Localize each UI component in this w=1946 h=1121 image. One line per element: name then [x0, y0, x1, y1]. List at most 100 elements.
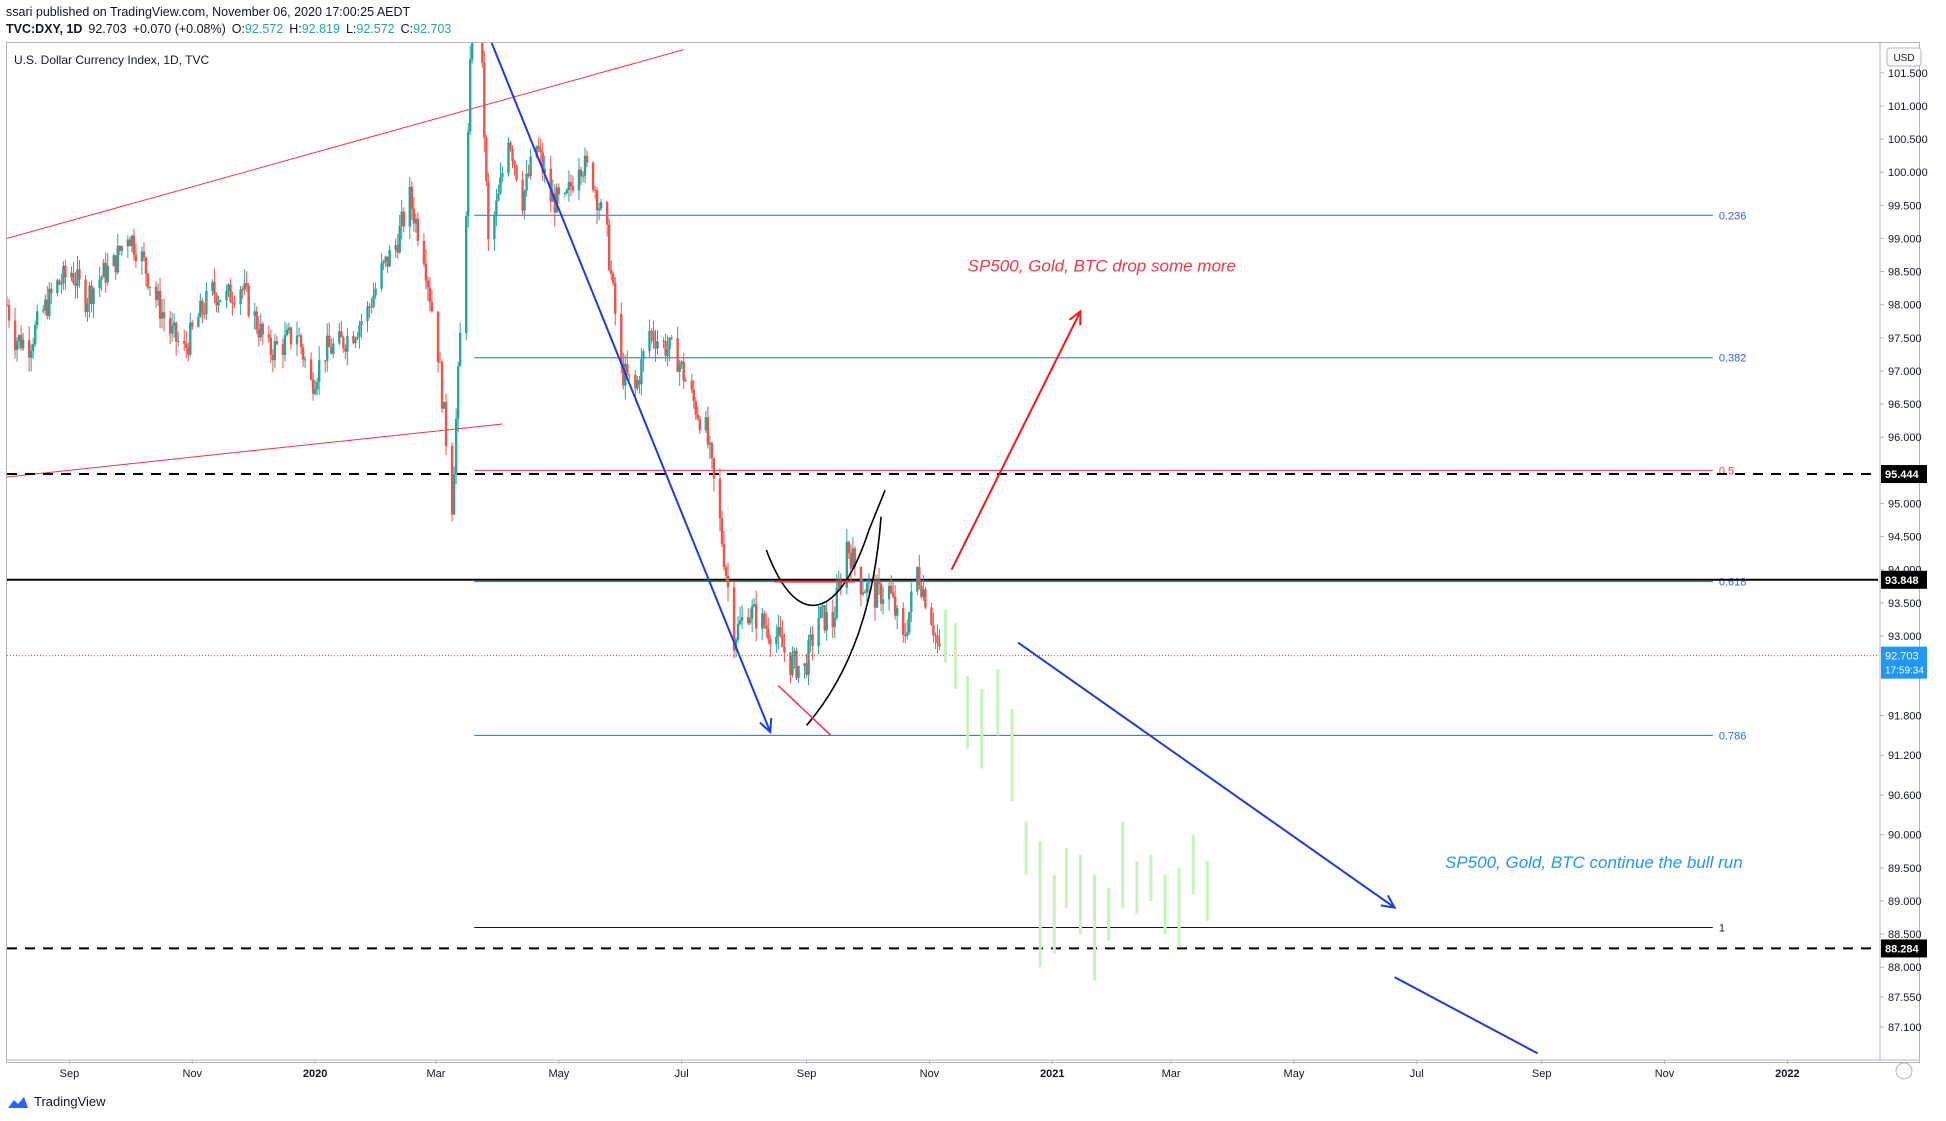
cup-bottom-line: [777, 685, 832, 736]
x-tick-label: Jul: [675, 1068, 689, 1080]
candle-body: [98, 279, 101, 289]
candle-body: [442, 401, 446, 409]
candle-body: [126, 239, 130, 247]
y-tick-label: 96.000: [1888, 432, 1922, 444]
candle-body: [241, 289, 244, 291]
candle-body: [19, 335, 23, 349]
x-tick-label: 2020: [303, 1068, 327, 1080]
candle-body: [467, 131, 470, 217]
candle-body: [114, 255, 117, 273]
candle-body: [313, 389, 317, 395]
candle-body: [332, 343, 335, 354]
candle-body: [183, 340, 186, 344]
candle-body: [597, 208, 601, 211]
candle-body: [354, 338, 357, 344]
candle-body: [638, 380, 641, 385]
candle-body: [106, 265, 109, 283]
down-arrow-main: [490, 43, 772, 733]
y-tick-label: 88.500: [1888, 929, 1922, 941]
candle-body: [640, 359, 643, 385]
candle-body: [118, 245, 121, 251]
chart-pane[interactable]: [6, 42, 1920, 1063]
candle-body: [243, 283, 246, 290]
y-tick-label: 97.500: [1888, 333, 1922, 345]
candle-body: [607, 224, 611, 270]
candle-body: [410, 186, 414, 209]
candle-body: [100, 277, 103, 280]
candle-body: [56, 280, 59, 294]
candle-body: [197, 317, 200, 327]
candle-body: [501, 173, 504, 178]
candle-body: [636, 380, 639, 389]
candle-body: [748, 618, 752, 624]
candle-body: [769, 638, 772, 645]
candle-body: [229, 284, 232, 303]
candle-body: [811, 634, 814, 647]
candle-body: [763, 613, 766, 626]
candle-body: [738, 620, 742, 624]
y-tick-label: 98.000: [1888, 300, 1922, 312]
candle-body: [823, 605, 826, 631]
candle-body: [775, 636, 778, 645]
candle-body: [303, 359, 307, 361]
candle-body: [454, 418, 458, 474]
candle-body: [162, 312, 166, 319]
candle-body: [311, 379, 315, 395]
candle-body: [565, 189, 569, 194]
candle-body: [62, 265, 65, 284]
candle-body: [529, 156, 532, 176]
candle-body: [591, 162, 595, 190]
candle-body: [527, 173, 530, 176]
candle-body: [507, 142, 510, 174]
candle-body: [46, 299, 49, 317]
candle-body: [932, 625, 935, 636]
low-value: 92.572: [356, 22, 395, 36]
candle-body: [845, 541, 849, 588]
footer-brand[interactable]: TradingView: [34, 1094, 106, 1109]
level-price-tag-label: 88.284: [1885, 943, 1920, 955]
up-arrow-red: [950, 310, 1082, 571]
candle-body: [275, 341, 279, 345]
candle-body: [70, 273, 73, 278]
candle-body: [523, 190, 526, 211]
candle-body: [889, 585, 893, 593]
candle-body: [867, 581, 871, 584]
candle-body: [416, 218, 420, 241]
candle-body: [803, 663, 806, 666]
candle-body: [541, 152, 544, 173]
candle-body: [835, 587, 838, 619]
up-arrow-red-head: [1068, 309, 1082, 326]
candle-body: [74, 283, 77, 286]
candle-body: [551, 193, 554, 202]
candle-body: [289, 327, 293, 345]
candle-body: [873, 581, 877, 608]
candle-body: [781, 634, 784, 648]
y-tick-label: 99.500: [1888, 200, 1922, 212]
candle-body: [662, 340, 665, 342]
high-label: H:: [289, 22, 302, 36]
symbol-label[interactable]: TVC:DXY, 1D: [6, 22, 83, 36]
candle-body: [920, 585, 923, 597]
candle-body: [360, 321, 363, 326]
candle-body: [515, 165, 518, 180]
candle-body: [761, 613, 764, 629]
y-tick-label: 93.000: [1888, 631, 1922, 643]
candle-body: [426, 280, 430, 288]
candle-body: [563, 193, 567, 195]
candle-body: [203, 313, 206, 315]
candle-body: [382, 261, 385, 264]
candle-body: [891, 592, 895, 597]
candle-body: [340, 331, 343, 338]
candle-body: [168, 318, 172, 334]
candle-body: [7, 304, 9, 306]
candle-body: [628, 374, 631, 376]
candle-body: [654, 341, 657, 349]
auto-scale-icon: [1895, 1062, 1913, 1080]
candle-body: [281, 344, 285, 355]
candle-body: [261, 323, 264, 335]
y-tick-label: 94.500: [1888, 532, 1922, 544]
candle-body: [412, 208, 416, 224]
channel-lower-line: [7, 423, 503, 478]
candle-body: [148, 286, 152, 288]
